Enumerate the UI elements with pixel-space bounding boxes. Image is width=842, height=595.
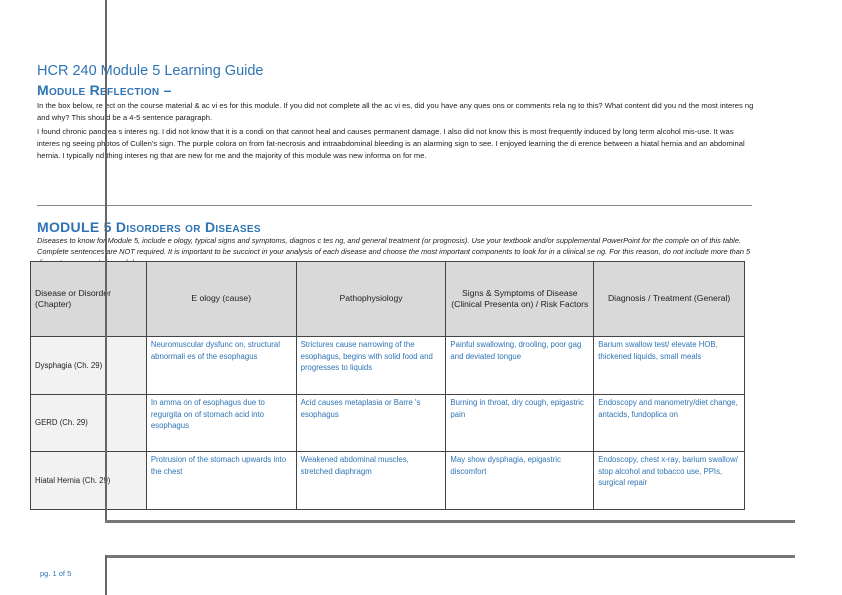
reflection-heading: Module Reflection – (37, 82, 172, 98)
column-header: E ology (cause) (145, 261, 297, 337)
page-border-vertical (105, 0, 107, 522)
table-cell[interactable]: Acid causes metaplasia or Barre 's esoph… (295, 394, 447, 452)
table-cell[interactable]: Barium swallow test/ elevate HOB, thicke… (593, 336, 745, 395)
reflection-prompt: In the box below, re ect on the course m… (37, 101, 754, 122)
table-row: Dysphagia (Ch. 29) Neuromuscular dysfunc… (30, 336, 745, 395)
column-header: Disease or Disorder (Chapter) (30, 261, 147, 337)
disorders-heading: MODULE 5 Disorders or Diseases (37, 219, 261, 235)
table-cell[interactable]: Strictures cause narrowing of the esopha… (295, 336, 447, 395)
section-divider (37, 205, 752, 206)
document-title: HCR 240 Module 5 Learning Guide (37, 63, 264, 79)
table-row: Hiatal Hernia (Ch. 29) Protrusion of the… (30, 451, 745, 510)
table-cell[interactable]: Burning in throat, dry cough, epigastric… (445, 394, 595, 452)
table-row: GERD (Ch. 29) In amma on of esophagus du… (30, 394, 745, 452)
disease-cell: GERD (Ch. 29) (30, 394, 147, 452)
table-cell[interactable]: In amma on of esophagus due to regurgita… (145, 394, 297, 452)
table-cell[interactable]: Endoscopy, chest x-ray, barium swallow/ … (593, 451, 745, 510)
reflection-answer: I found chronic pancrea s interes ng. I … (37, 127, 745, 160)
next-page-border-vertical (105, 555, 107, 595)
next-page-border-top (105, 555, 795, 558)
page-border-bottom (105, 520, 795, 523)
disorders-table: Disease or Disorder (Chapter) E ology (c… (30, 261, 745, 510)
disease-cell: Hiatal Hernia (Ch. 29) (30, 451, 147, 510)
column-header: Signs & Symptoms of Disease (Clinical Pr… (445, 261, 595, 337)
column-header: Diagnosis / Treatment (General) (593, 261, 745, 337)
column-header: Pathophysiology (295, 261, 447, 337)
disease-cell: Dysphagia (Ch. 29) (30, 336, 147, 395)
table-cell[interactable]: Protrusion of the stomach upwards into t… (145, 451, 297, 510)
page-number: pg. 1 of 5 (40, 569, 72, 578)
table-cell[interactable]: Neuromuscular dysfunc on, structural abn… (145, 336, 297, 395)
table-cell[interactable]: Painful swallowing, drooling, poor gag a… (445, 336, 595, 395)
table-cell[interactable]: Endoscopy and manometry/diet change, ant… (593, 394, 745, 452)
table-header-row: Disease or Disorder (Chapter) E ology (c… (30, 261, 745, 337)
table-cell[interactable]: Weakened abdominal muscles, stretched di… (295, 451, 447, 510)
table-cell[interactable]: May show dysphagia, epigastric discomfor… (445, 451, 595, 510)
